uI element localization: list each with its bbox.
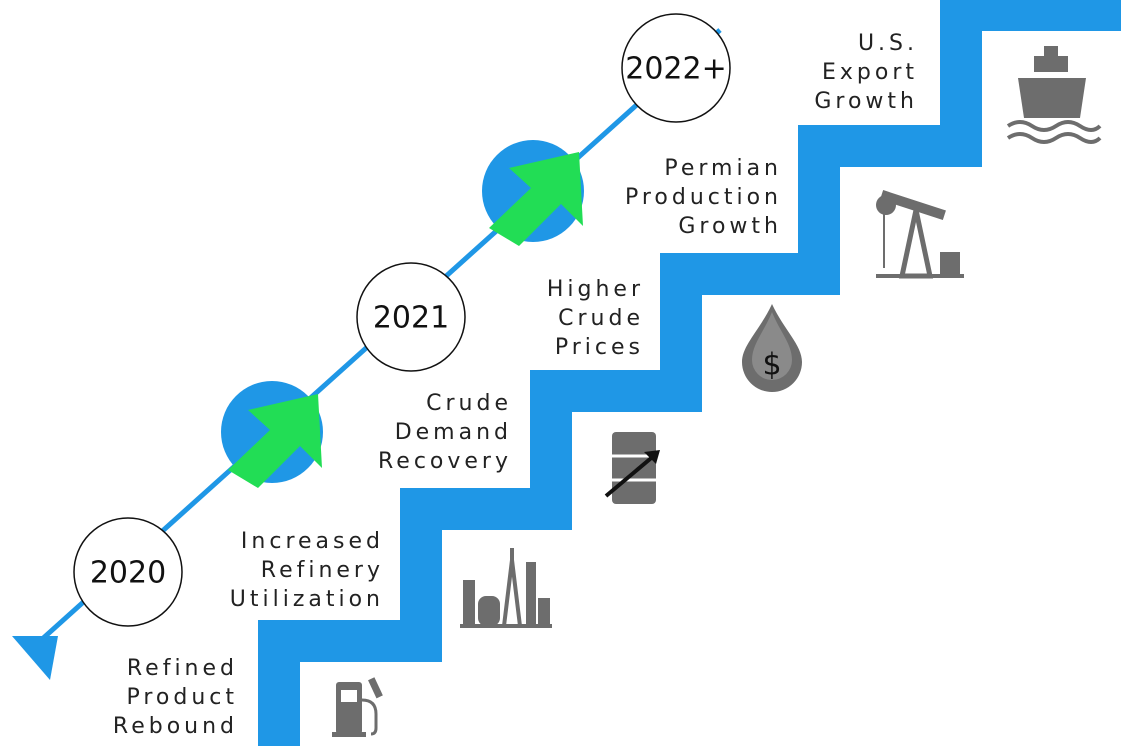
step-label: Export (822, 60, 918, 85)
step-label: Growth (678, 214, 782, 239)
step-label: Refinery (261, 558, 384, 583)
step-label: Crude (426, 391, 512, 416)
step-label: Growth (814, 89, 918, 114)
dollar-sign: $ (762, 348, 781, 383)
staircase (258, 0, 1121, 746)
step-label: U.S. (858, 31, 918, 56)
step-label: Higher (547, 277, 644, 302)
milestone-circle (356, 262, 466, 372)
step-label: Prices (555, 335, 644, 360)
ship-icon (1006, 46, 1102, 144)
growth-arrow (221, 381, 323, 488)
pump-jack-icon (876, 190, 964, 279)
step-label: Rebound (113, 714, 238, 739)
step-label: Crude (558, 306, 644, 331)
step-label: Permian (664, 156, 782, 181)
oil-drop-icon: $ (742, 304, 802, 392)
oil-barrel-icon (604, 432, 660, 504)
step-label: Production (625, 185, 782, 210)
milestone-label: 2020 (90, 556, 166, 591)
milestone-label: 2022+ (625, 52, 726, 87)
milestone-circle (73, 517, 183, 627)
step-label: Utilization (230, 587, 384, 612)
step-label: Demand (395, 420, 512, 445)
growth-arrow (482, 140, 584, 246)
step-label: Recovery (378, 449, 512, 474)
refinery-icon (460, 548, 552, 628)
timeline-arrowhead (12, 636, 58, 680)
step-label: Refined (127, 656, 238, 681)
fuel-pump-icon (332, 677, 383, 737)
step-label: Product (126, 685, 238, 710)
milestone-label: 2021 (373, 301, 449, 336)
milestone-circles: 2020 2021 2022+ (73, 13, 731, 627)
step-label: Increased (241, 529, 384, 554)
step-labels: Refined Product Rebound Increased Refine… (113, 31, 918, 739)
milestone-circle (621, 13, 731, 123)
